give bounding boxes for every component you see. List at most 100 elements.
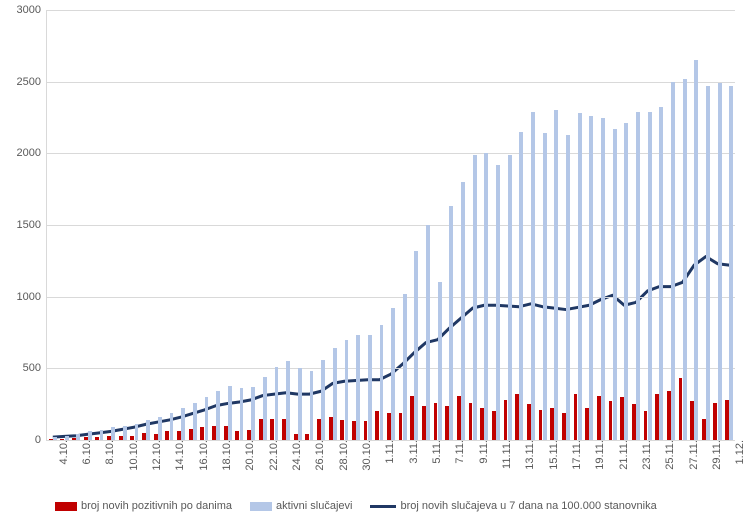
- bar: [142, 433, 146, 440]
- bar: [422, 406, 426, 440]
- bar: [504, 400, 508, 440]
- bar: [310, 371, 314, 440]
- bar: [461, 182, 465, 440]
- bar: [305, 434, 309, 440]
- xtick-label: 3.11.: [406, 440, 420, 464]
- bar: [484, 153, 488, 440]
- bar: [100, 430, 104, 440]
- bar: [480, 408, 484, 440]
- bar: [531, 112, 535, 440]
- bar: [247, 430, 251, 440]
- legend: broj novih pozitivnih po danima aktivni s…: [55, 500, 657, 512]
- xtick-label: 28.10.: [336, 440, 350, 471]
- bar: [368, 335, 372, 440]
- xtick-label: 29.11.: [709, 440, 723, 470]
- ytick-label: 1000: [17, 291, 47, 303]
- bar: [387, 413, 391, 440]
- bar: [706, 86, 710, 440]
- bar: [165, 431, 169, 440]
- bar: [438, 282, 442, 440]
- bar: [380, 325, 384, 440]
- bar: [146, 420, 150, 440]
- ytick-label: 2500: [17, 76, 47, 88]
- xtick-label: 13.11.: [522, 440, 536, 470]
- plot-area: 0500100015002000250030004.10.6.10.8.10.1…: [46, 10, 735, 441]
- gridline: [47, 153, 735, 154]
- bar: [263, 377, 267, 440]
- bar: [574, 394, 578, 440]
- gridline: [47, 297, 735, 298]
- bar: [449, 206, 453, 440]
- legend-swatch-bar: [250, 502, 272, 511]
- gridline: [47, 10, 735, 11]
- bar: [107, 436, 111, 440]
- bar: [527, 404, 531, 440]
- xtick-label: 19.11.: [592, 440, 606, 470]
- bar: [609, 401, 613, 440]
- gridline: [47, 225, 735, 226]
- bar: [333, 348, 337, 440]
- bar: [725, 400, 729, 440]
- bar: [729, 86, 733, 440]
- ytick-label: 3000: [17, 4, 47, 16]
- ytick-label: 0: [35, 434, 47, 446]
- xtick-label: 10.10.: [126, 440, 140, 471]
- bar: [275, 367, 279, 440]
- legend-label: broj novih slučajeva u 7 dana na 100.000…: [400, 500, 656, 512]
- bar: [671, 82, 675, 440]
- legend-item: broj novih slučajeva u 7 dana na 100.000…: [370, 500, 656, 512]
- xtick-label: 26.10.: [312, 440, 326, 471]
- bar: [648, 112, 652, 440]
- bar: [620, 397, 624, 440]
- bar: [88, 431, 92, 440]
- bar: [679, 378, 683, 440]
- bar: [200, 427, 204, 440]
- bar: [135, 424, 139, 440]
- legend-label: broj novih pozitivnih po danima: [81, 500, 232, 512]
- bar: [375, 411, 379, 440]
- bar: [554, 110, 558, 440]
- bar: [702, 419, 706, 441]
- xtick-label: 12.10.: [149, 440, 163, 471]
- xtick-label: 1.11.: [382, 440, 396, 464]
- bar: [95, 437, 99, 440]
- bar: [550, 408, 554, 440]
- bar: [410, 396, 414, 440]
- xtick-label: 11.11.: [499, 440, 513, 469]
- bar: [251, 387, 255, 440]
- bar: [216, 391, 220, 440]
- bar: [667, 391, 671, 440]
- bar: [356, 335, 360, 440]
- bar: [589, 116, 593, 440]
- bar: [624, 123, 628, 440]
- bar: [286, 361, 290, 440]
- bar: [130, 436, 134, 440]
- bar: [321, 360, 325, 440]
- bar: [282, 419, 286, 441]
- bar: [414, 251, 418, 440]
- bar: [597, 396, 601, 440]
- bar: [270, 419, 274, 441]
- bar: [294, 434, 298, 440]
- gridline: [47, 82, 735, 83]
- ytick-label: 1500: [17, 219, 47, 231]
- bar: [426, 225, 430, 440]
- bar: [562, 413, 566, 440]
- bar: [259, 419, 263, 441]
- bar: [84, 437, 88, 440]
- xtick-label: 17.11.: [569, 440, 583, 470]
- bar: [636, 112, 640, 440]
- bar: [601, 118, 605, 441]
- xtick-label: 18.10.: [219, 440, 233, 471]
- bar: [585, 408, 589, 440]
- xtick-label: 22.10.: [266, 440, 280, 471]
- xtick-label: 1.12.: [732, 440, 744, 464]
- xtick-label: 4.10.: [56, 440, 70, 464]
- xtick-label: 8.10.: [102, 440, 116, 464]
- bar: [632, 404, 636, 440]
- ytick-label: 500: [23, 362, 47, 374]
- bar: [154, 434, 158, 440]
- bar: [228, 386, 232, 440]
- bar: [718, 83, 722, 440]
- legend-item: aktivni slučajevi: [250, 500, 352, 512]
